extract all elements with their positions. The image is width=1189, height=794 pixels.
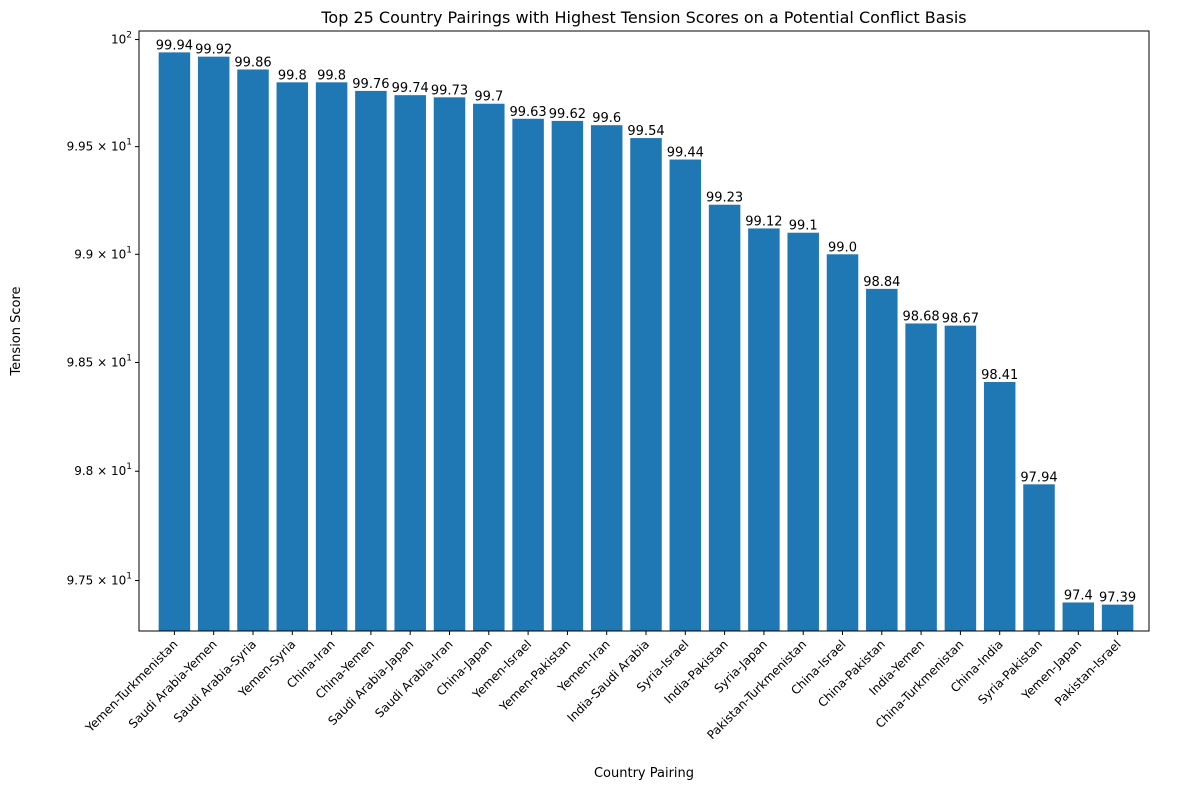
bar <box>394 95 426 631</box>
bar-value-label: 98.41 <box>981 368 1018 383</box>
bar-value-label: 99.7 <box>474 90 503 105</box>
bar-value-label: 99.0 <box>828 240 857 255</box>
y-axis-label: Tension Score <box>9 286 24 376</box>
plot-frame <box>138 30 1150 632</box>
bar-value-label: 99.54 <box>627 124 664 139</box>
y-tick-label: 9.75 × 101 <box>67 572 132 588</box>
bar-value-label: 99.44 <box>667 146 704 161</box>
bar <box>551 120 584 631</box>
bar <box>433 97 466 632</box>
bar-value-label: 97.4 <box>1064 588 1093 603</box>
bar <box>590 125 623 631</box>
bar-value-label: 99.8 <box>278 68 307 83</box>
bar <box>315 82 348 631</box>
bar-value-label: 99.94 <box>156 38 193 53</box>
x-axis-label: Country Pairing <box>594 766 694 781</box>
bar-value-label: 99.62 <box>549 107 586 122</box>
bar <box>748 228 780 631</box>
bar <box>905 323 937 631</box>
bar-value-label: 98.84 <box>863 275 900 290</box>
x-tick-label: China-Pakistan <box>815 637 888 710</box>
y-tick-label: 9.95 × 101 <box>67 138 132 154</box>
bar <box>197 56 230 632</box>
chart-title: Top 25 Country Pairings with Highest Ten… <box>320 8 966 27</box>
bar-value-label: 98.67 <box>942 312 979 327</box>
bar <box>1101 604 1134 631</box>
bar-value-label: 99.1 <box>789 219 818 234</box>
bar <box>1062 602 1095 631</box>
bar <box>473 103 505 631</box>
bar <box>669 159 702 631</box>
y-tick-label: 9.8 × 101 <box>74 462 132 478</box>
bar <box>276 82 309 631</box>
y-tick-label: 9.85 × 101 <box>67 353 132 369</box>
bar-value-label: 99.73 <box>431 83 468 98</box>
bar <box>512 118 544 631</box>
bar-value-label: 98.68 <box>902 309 939 324</box>
bar <box>944 325 977 631</box>
bar <box>983 382 1016 631</box>
bar <box>237 69 269 631</box>
bar-value-label: 99.12 <box>745 214 782 229</box>
bar <box>708 204 741 631</box>
bar-value-label: 99.92 <box>195 43 232 58</box>
y-tick-label: 9.9 × 101 <box>74 245 132 261</box>
bar <box>630 138 662 631</box>
bar <box>158 52 191 631</box>
bar-value-label: 97.39 <box>1099 591 1136 606</box>
bar <box>355 90 387 631</box>
x-tick-label: Yemen-Pakistan <box>496 637 573 714</box>
bar <box>1023 484 1055 631</box>
bar-value-label: 99.6 <box>592 111 621 126</box>
bar-value-label: 99.86 <box>234 55 271 70</box>
bar-value-label: 99.63 <box>509 105 546 120</box>
bar <box>866 288 898 631</box>
bar-value-label: 99.23 <box>706 191 743 206</box>
y-tick-label: 102 <box>111 31 132 47</box>
bar-value-label: 99.8 <box>317 68 346 83</box>
bar-value-label: 97.94 <box>1020 470 1057 485</box>
bar-value-label: 99.74 <box>392 81 429 96</box>
bar <box>787 232 819 631</box>
bar-value-label: 99.76 <box>352 77 389 92</box>
bar <box>826 254 859 632</box>
